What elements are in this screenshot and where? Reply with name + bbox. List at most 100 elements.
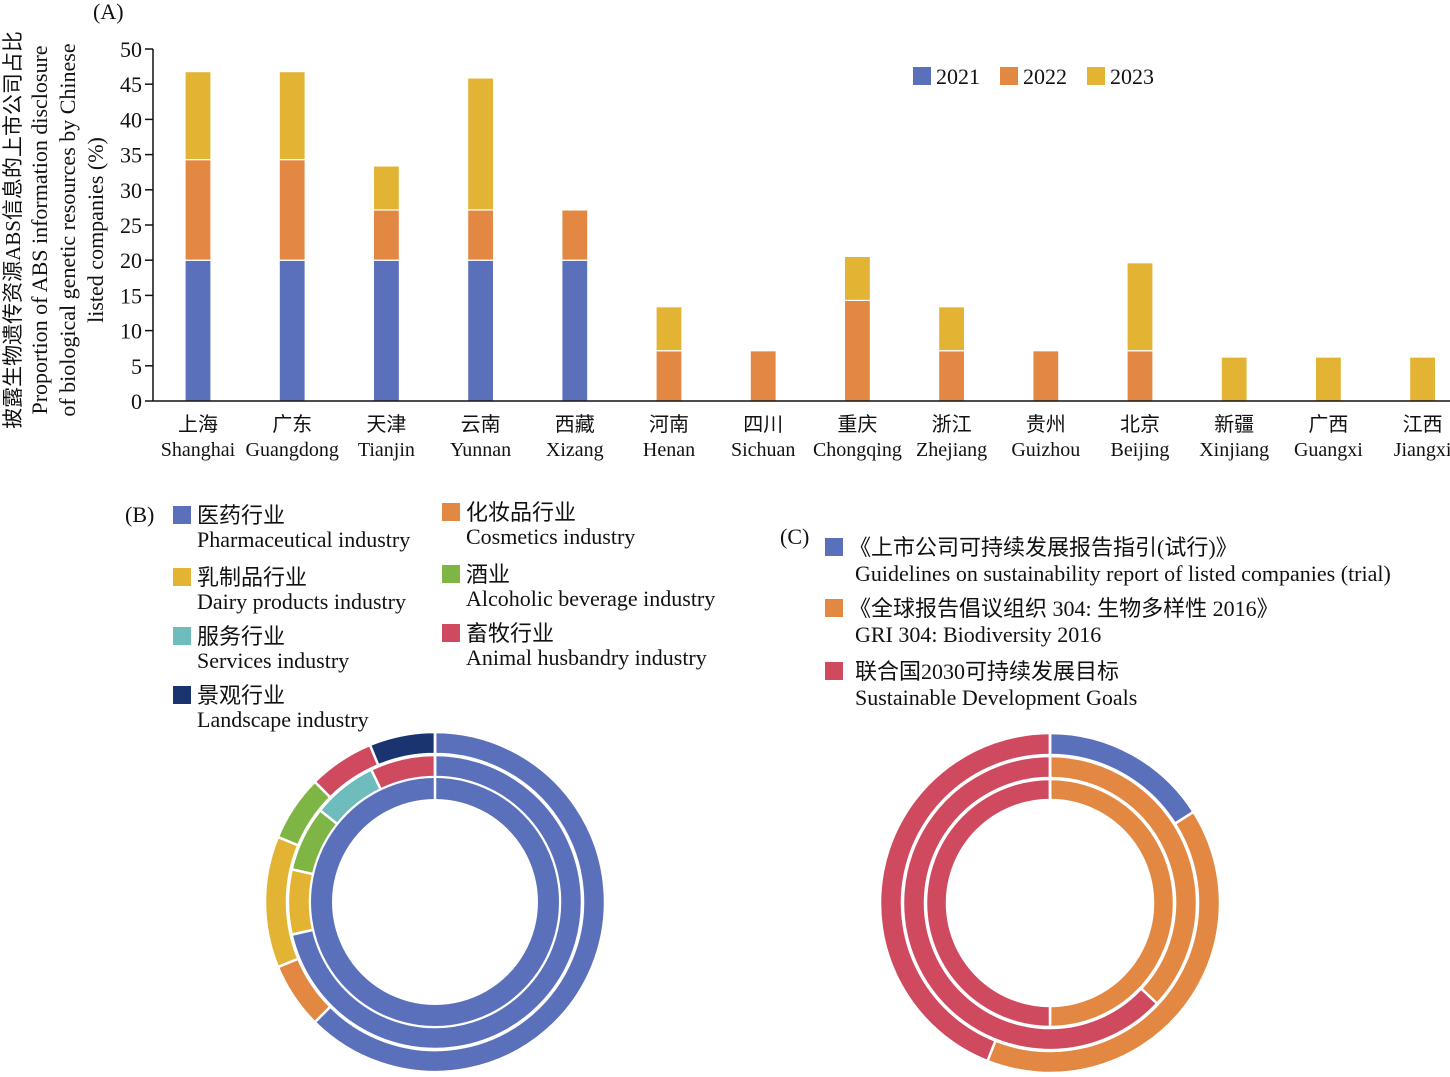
panel-a: (A) 披露生物遗传资源ABS信息的上市公司占比 Proportion of A…: [1, 0, 1450, 461]
x-tick-label: Yunnan: [450, 439, 511, 461]
x-tick-label: Sichuan: [731, 439, 795, 461]
bar-xizang-2022: [561, 209, 589, 261]
y-tick-label: 35: [120, 143, 142, 168]
bar-jiangxi-2023: [1408, 356, 1437, 402]
x-tick-labels: 上海 Shanghai 广东 Guangdong 天津 Tianjin 云南 Yunnan 西藏…: [161, 413, 1450, 461]
y-tick-label: 20: [120, 248, 142, 273]
bar-xinjiang-2023: [1220, 356, 1248, 402]
donut-b-ring3-slice-0: [310, 778, 559, 1026]
y-axis-title-line4: listed companies (%): [83, 137, 108, 323]
x-tick-label-zh: 河南: [649, 413, 689, 436]
x-tick-label-zh: 云南: [461, 413, 501, 436]
bar-yunnan-2022: [467, 209, 495, 261]
bar-beijing-2022: [1126, 350, 1154, 402]
panel-b-label: (B): [125, 502, 154, 527]
legend-swatch-2023: [1087, 67, 1105, 85]
y-axis-title: 披露生物遗传资源ABS信息的上市公司占比 Proportion of ABS i…: [1, 31, 108, 429]
legend-b-swatch: [442, 503, 460, 521]
legend-b-label-zh: 化妆品行业: [466, 500, 576, 525]
panel-c-label: (C): [780, 524, 809, 549]
legend-b-label-en: Alcoholic beverage industry: [466, 586, 715, 611]
x-tick-label: Beijing: [1111, 439, 1170, 461]
bar-sichuan-2022: [749, 350, 777, 402]
legend-label-2021: 2021: [936, 64, 980, 89]
donut-b: [263, 730, 607, 1074]
legend-c-label-zh: 联合国2030可持续发展目标: [855, 659, 1119, 684]
y-axis-title-zh: 披露生物遗传资源ABS信息的上市公司占比: [1, 31, 25, 429]
bar-tianjin-2023: [372, 165, 400, 211]
bar-tianjin-2022: [372, 209, 400, 261]
legend-b-label-zh: 乳制品行业: [197, 565, 307, 590]
legend-c: 《上市公司可持续发展报告指引(试行)》Guidelines on sustain…: [825, 535, 1391, 710]
legend-b-label-zh: 畜牧行业: [466, 621, 554, 646]
x-tick-label: Guangxi: [1294, 439, 1363, 461]
panel-a-label: (A): [93, 0, 124, 24]
bar-yunnan-2023: [467, 77, 495, 211]
legend-c-label-zh: 《上市公司可持续发展报告指引(试行)》: [849, 535, 1238, 560]
legend-c-label-en: Sustainable Development Goals: [855, 685, 1137, 710]
legend-label-2022: 2022: [1023, 64, 1067, 89]
legend-c-label-en: GRI 304: Biodiversity 2016: [855, 622, 1101, 647]
x-tick-label-zh: 天津: [366, 413, 406, 436]
bar-yunnan-2021: [467, 259, 495, 402]
donut-c: [878, 731, 1222, 1075]
x-tick-label-zh: 浙江: [932, 413, 972, 436]
x-tick-label: Tianjin: [358, 439, 415, 461]
bar-shanghai-2021: [184, 259, 212, 402]
legend-c-label-en: Guidelines on sustainability report of l…: [855, 561, 1391, 586]
x-tick-label-zh: 江西: [1403, 413, 1443, 436]
y-tick-label: 15: [120, 283, 142, 308]
legend-b-label-en: Services industry: [197, 648, 349, 673]
bar-chongqing-2022: [843, 299, 872, 402]
x-tick-label: Xinjiang: [1199, 439, 1269, 461]
bar-shanghai-2023: [184, 70, 212, 161]
bar-tianjin-2021: [372, 259, 400, 402]
y-tick-label: 0: [131, 389, 142, 414]
x-tick-label-zh: 北京: [1120, 413, 1160, 436]
bars: [184, 70, 1437, 402]
bar-guizhou-2022: [1032, 350, 1060, 402]
x-tick-label: Jiangxi: [1394, 439, 1450, 461]
y-axis-title-line2: Proportion of ABS information disclosure: [27, 45, 52, 414]
legend-b-label-en: Landscape industry: [197, 707, 369, 732]
legend-b-label-en: Animal husbandry industry: [466, 645, 707, 670]
bar-henan-2022: [655, 350, 683, 402]
x-tick-label-zh: 上海: [178, 413, 218, 436]
bar-guangxi-2023: [1314, 356, 1343, 402]
legend-label-2023: 2023: [1110, 64, 1154, 89]
bar-zhejiang-2023: [937, 306, 966, 352]
legend-b-swatch: [173, 627, 191, 645]
legend-b-label-zh: 景观行业: [197, 683, 285, 708]
legend-c-swatch: [825, 599, 843, 617]
x-tick-label: Henan: [643, 439, 695, 461]
bar-zhejiang-2022: [937, 350, 966, 402]
legend-c-label-zh: 《全球报告倡议组织 304: 生物多样性 2016》: [849, 596, 1279, 621]
x-tick-label: Chongqing: [813, 439, 902, 461]
x-tick-label: Shanghai: [161, 439, 236, 461]
legend-swatch-2022: [1000, 67, 1018, 85]
y-tick-label: 5: [131, 354, 142, 379]
bar-xizang-2021: [561, 259, 589, 402]
y-axis-title-line3: of biological genetic resources by Chine…: [55, 43, 80, 416]
bar-guangdong-2023: [278, 70, 306, 161]
y-tick-label: 40: [120, 107, 142, 132]
legend-b-label-zh: 服务行业: [197, 624, 285, 649]
y-tick-label: 30: [120, 178, 142, 203]
bar-guangdong-2021: [278, 259, 306, 402]
legend-b-label-en: Pharmaceutical industry: [197, 527, 410, 552]
legend-b-label-zh: 医药行业: [197, 503, 285, 528]
x-tick-label-zh: 西藏: [555, 413, 595, 436]
x-tick-label-zh: 贵州: [1026, 413, 1066, 436]
legend-b-swatch: [442, 624, 460, 642]
bar-guangdong-2022: [278, 158, 306, 261]
legend-b-swatch: [173, 506, 191, 524]
y-tick-label: 45: [120, 72, 142, 97]
legend-c-swatch: [825, 662, 843, 680]
y-ticks: 0 5 10 15 20 25 30 35 40 45 50: [120, 37, 153, 414]
y-tick-label: 25: [120, 213, 142, 238]
legend-b-label-zh: 酒业: [466, 562, 510, 587]
x-tick-label-zh: 四川: [743, 414, 783, 436]
bar-henan-2023: [655, 306, 683, 352]
